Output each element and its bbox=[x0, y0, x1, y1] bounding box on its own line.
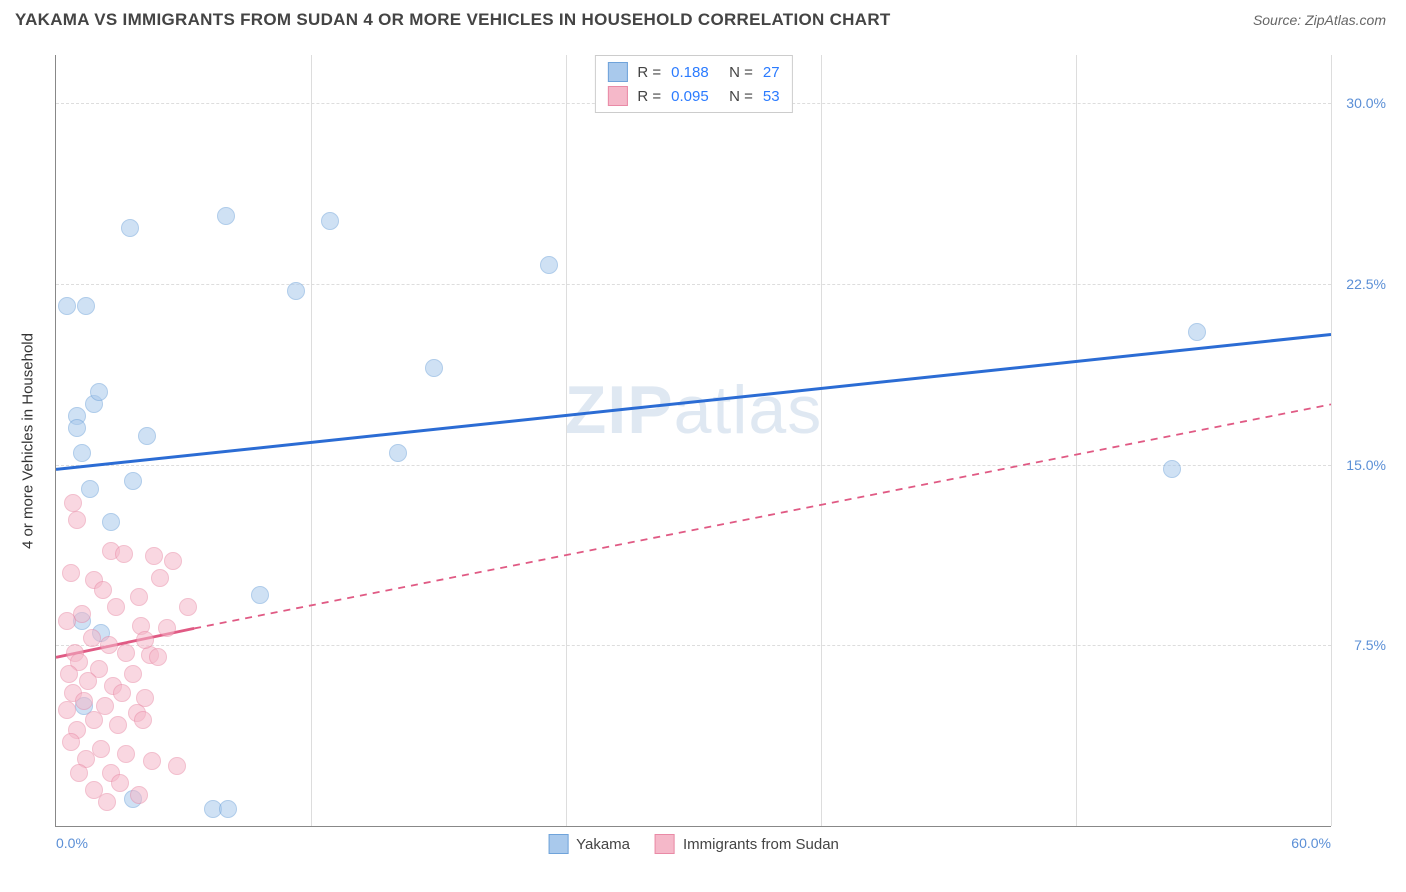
datapoint-sudan bbox=[68, 511, 86, 529]
legend-item: Immigrants from Sudan bbox=[655, 834, 839, 854]
legend-series: Yakama Immigrants from Sudan bbox=[548, 834, 839, 854]
datapoint-sudan bbox=[62, 733, 80, 751]
legend-correlation: R = 0.188 N = 27 R = 0.095 N = 53 bbox=[594, 55, 792, 113]
datapoint-yakama bbox=[389, 444, 407, 462]
datapoint-yakama bbox=[287, 282, 305, 300]
datapoint-yakama bbox=[58, 297, 76, 315]
x-tick-label: 0.0% bbox=[56, 835, 88, 851]
legend-n-label: N = bbox=[729, 64, 753, 81]
datapoint-sudan bbox=[64, 494, 82, 512]
datapoint-sudan bbox=[117, 644, 135, 662]
y-axis-label: 4 or more Vehicles in Household bbox=[20, 333, 37, 549]
datapoint-yakama bbox=[219, 800, 237, 818]
datapoint-sudan bbox=[60, 665, 78, 683]
datapoint-sudan bbox=[111, 774, 129, 792]
gridline-v bbox=[566, 55, 567, 826]
datapoint-yakama bbox=[81, 480, 99, 498]
y-tick-label: 22.5% bbox=[1336, 276, 1386, 292]
datapoint-sudan bbox=[134, 711, 152, 729]
legend-n-label: N = bbox=[729, 88, 753, 105]
legend-r-label: R = bbox=[637, 88, 661, 105]
datapoint-yakama bbox=[121, 219, 139, 237]
gridline-h bbox=[56, 645, 1331, 646]
x-tick-label: 60.0% bbox=[1291, 835, 1331, 851]
legend-item: Yakama bbox=[548, 834, 630, 854]
legend-r-value: 0.095 bbox=[671, 88, 719, 105]
datapoint-sudan bbox=[75, 692, 93, 710]
datapoint-sudan bbox=[109, 716, 127, 734]
legend-swatch bbox=[548, 834, 568, 854]
datapoint-yakama bbox=[124, 472, 142, 490]
y-tick-label: 30.0% bbox=[1336, 95, 1386, 111]
datapoint-yakama bbox=[73, 444, 91, 462]
datapoint-sudan bbox=[158, 619, 176, 637]
datapoint-sudan bbox=[83, 629, 101, 647]
legend-row: R = 0.188 N = 27 bbox=[607, 60, 779, 84]
datapoint-sudan bbox=[107, 598, 125, 616]
datapoint-sudan bbox=[143, 752, 161, 770]
datapoint-sudan bbox=[85, 711, 103, 729]
datapoint-yakama bbox=[77, 297, 95, 315]
datapoint-sudan bbox=[136, 631, 154, 649]
legend-n-value: 27 bbox=[763, 64, 780, 81]
datapoint-sudan bbox=[130, 786, 148, 804]
watermark: ZIPatlas bbox=[565, 371, 822, 449]
gridline-h bbox=[56, 465, 1331, 466]
datapoint-yakama bbox=[68, 419, 86, 437]
legend-label: Immigrants from Sudan bbox=[683, 836, 839, 853]
datapoint-yakama bbox=[138, 427, 156, 445]
legend-swatch bbox=[607, 62, 627, 82]
datapoint-sudan bbox=[145, 547, 163, 565]
datapoint-yakama bbox=[1163, 460, 1181, 478]
datapoint-yakama bbox=[540, 256, 558, 274]
gridline-h bbox=[56, 284, 1331, 285]
datapoint-sudan bbox=[149, 648, 167, 666]
legend-r-label: R = bbox=[637, 64, 661, 81]
legend-swatch bbox=[655, 834, 675, 854]
correlation-chart: ZIPatlas 4 or more Vehicles in Household… bbox=[15, 45, 1391, 877]
datapoint-sudan bbox=[168, 757, 186, 775]
legend-row: R = 0.095 N = 53 bbox=[607, 84, 779, 108]
chart-source: Source: ZipAtlas.com bbox=[1253, 12, 1386, 28]
datapoint-sudan bbox=[70, 764, 88, 782]
datapoint-yakama bbox=[1188, 323, 1206, 341]
datapoint-yakama bbox=[321, 212, 339, 230]
gridline-v bbox=[821, 55, 822, 826]
datapoint-sudan bbox=[79, 672, 97, 690]
y-tick-label: 7.5% bbox=[1336, 637, 1386, 653]
legend-r-value: 0.188 bbox=[671, 64, 719, 81]
datapoint-sudan bbox=[94, 581, 112, 599]
legend-n-value: 53 bbox=[763, 88, 780, 105]
datapoint-sudan bbox=[113, 684, 131, 702]
datapoint-yakama bbox=[217, 207, 235, 225]
datapoint-sudan bbox=[62, 564, 80, 582]
datapoint-sudan bbox=[58, 612, 76, 630]
chart-title: YAKAMA VS IMMIGRANTS FROM SUDAN 4 OR MOR… bbox=[15, 10, 891, 30]
datapoint-yakama bbox=[251, 586, 269, 604]
datapoint-yakama bbox=[425, 359, 443, 377]
datapoint-yakama bbox=[102, 513, 120, 531]
datapoint-sudan bbox=[58, 701, 76, 719]
trend-lines bbox=[56, 55, 1331, 826]
datapoint-sudan bbox=[124, 665, 142, 683]
y-tick-label: 15.0% bbox=[1336, 457, 1386, 473]
datapoint-sudan bbox=[117, 745, 135, 763]
gridline-v bbox=[1076, 55, 1077, 826]
datapoint-sudan bbox=[100, 636, 118, 654]
legend-swatch bbox=[607, 86, 627, 106]
chart-header: YAKAMA VS IMMIGRANTS FROM SUDAN 4 OR MOR… bbox=[0, 0, 1406, 35]
legend-label: Yakama bbox=[576, 836, 630, 853]
gridline-v bbox=[1331, 55, 1332, 826]
datapoint-yakama bbox=[90, 383, 108, 401]
datapoint-sudan bbox=[130, 588, 148, 606]
plot-area: ZIPatlas 4 or more Vehicles in Household… bbox=[55, 55, 1331, 827]
datapoint-sudan bbox=[151, 569, 169, 587]
datapoint-sudan bbox=[164, 552, 182, 570]
gridline-v bbox=[311, 55, 312, 826]
datapoint-sudan bbox=[179, 598, 197, 616]
datapoint-sudan bbox=[98, 793, 116, 811]
datapoint-sudan bbox=[115, 545, 133, 563]
